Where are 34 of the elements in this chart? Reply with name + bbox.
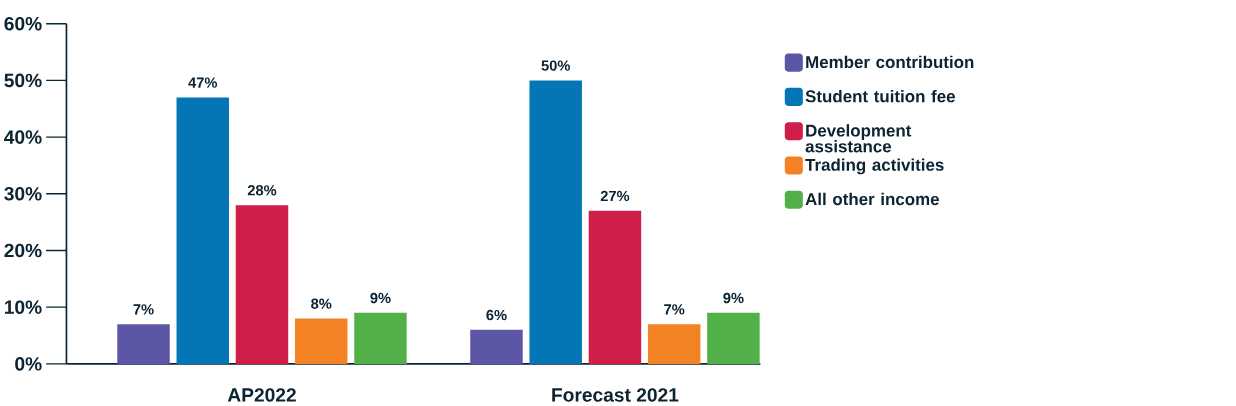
bar	[294, 318, 348, 365]
data-label: 9%	[723, 293, 744, 304]
data-label: 50%	[541, 60, 570, 71]
bar	[354, 313, 407, 365]
data-label: 8%	[311, 298, 332, 310]
legend-label: Student tuition fee	[805, 90, 955, 103]
data-label: 6%	[486, 310, 507, 321]
y-tick-label: 10%	[4, 300, 42, 315]
data-label: 9%	[370, 293, 391, 304]
y-tick-label: 60%	[4, 17, 42, 31]
x-tick-label: Forecast 2021	[552, 388, 679, 402]
legend-label: Member contribution	[806, 55, 974, 69]
bar	[707, 313, 760, 365]
bar	[647, 324, 701, 365]
legend-label: Trading activities	[805, 158, 944, 175]
bar	[470, 330, 523, 365]
y-tick-label: 30%	[4, 187, 42, 201]
y-tick-label: 50%	[4, 73, 42, 88]
data-label: 27%	[600, 191, 630, 202]
y-tick-label: 0%	[15, 357, 42, 371]
bar	[235, 205, 289, 365]
legend-label: All other income	[805, 192, 939, 206]
y-tick-label: 40%	[4, 130, 42, 145]
x-tick-label: AP2022	[227, 388, 296, 402]
y-tick-label: 20%	[4, 243, 42, 258]
data-label: 47%	[188, 77, 218, 88]
bar	[176, 97, 229, 365]
legend-label: Development assistance	[805, 124, 912, 153]
data-label: 7%	[664, 304, 685, 315]
data-label: 28%	[247, 185, 277, 196]
bar	[117, 324, 170, 365]
bar	[588, 211, 642, 365]
bar	[529, 80, 582, 365]
data-label: 7%	[133, 304, 154, 315]
